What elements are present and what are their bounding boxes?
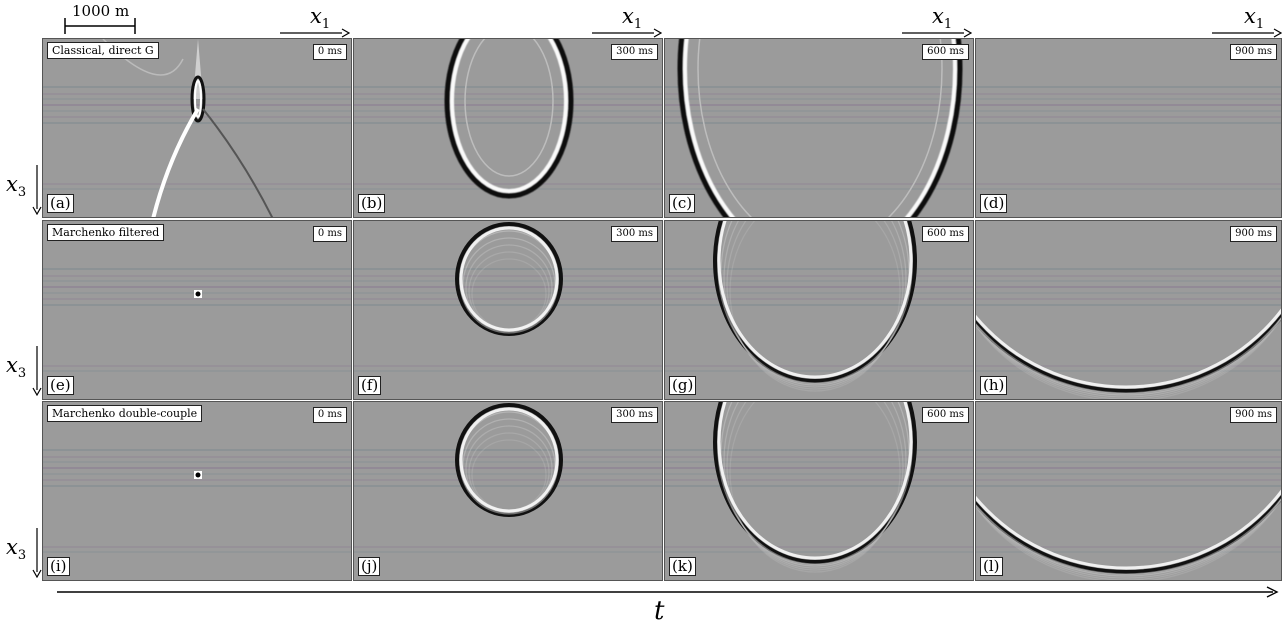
- x1-label-col4: x1: [1244, 4, 1265, 33]
- x1-label-col2: x1: [622, 4, 643, 33]
- x1-arrow-col2: [592, 28, 662, 38]
- t-axis-label: t: [654, 596, 665, 626]
- panel-a: Classical, direct G 0 ms (a): [42, 38, 352, 218]
- x3-arrow-row2: [32, 346, 42, 396]
- panel-e: Marchenko filtered 0 ms (e): [42, 220, 352, 400]
- x1-label-col1: x1: [310, 4, 331, 33]
- panel-letter: (a): [47, 194, 74, 213]
- time-label: 600 ms: [922, 44, 969, 60]
- panel-letter: (i): [47, 557, 70, 576]
- time-label: 900 ms: [1230, 226, 1277, 242]
- panel-b: 300 ms (b): [353, 38, 663, 218]
- panel-letter: (g): [669, 376, 697, 395]
- x1-arrow-col3: [902, 28, 972, 38]
- x1-label-col3: x1: [932, 4, 953, 33]
- panel-letter: (f): [358, 376, 382, 395]
- time-label: 0 ms: [312, 407, 347, 423]
- t-axis-arrow: [57, 586, 1279, 598]
- panel-letter: (b): [358, 194, 386, 213]
- x3-arrow-row1: [32, 165, 42, 215]
- scale-bar-label: 1000 m: [72, 2, 130, 20]
- x1-arrow-col1: [280, 28, 350, 38]
- x3-arrow-row3: [32, 528, 42, 578]
- x3-label-row3: x3: [6, 535, 27, 564]
- time-label: 300 ms: [611, 226, 658, 242]
- panel-j: 300 ms (j): [353, 401, 663, 581]
- panel-c: 600 ms (c): [664, 38, 974, 218]
- panel-l: 900 ms (l): [975, 401, 1282, 581]
- time-label: 0 ms: [312, 44, 347, 60]
- panel-letter: (h): [980, 376, 1008, 395]
- x3-label-row1: x3: [6, 172, 27, 201]
- method-label: Marchenko filtered: [47, 224, 165, 241]
- panel-letter: (j): [358, 557, 381, 576]
- panel-letter: (k): [669, 557, 696, 576]
- panel-k: 600 ms (k): [664, 401, 974, 581]
- time-label: 600 ms: [922, 226, 969, 242]
- panel-d: 900 ms (d): [975, 38, 1282, 218]
- time-label: 600 ms: [922, 407, 969, 423]
- time-label: 300 ms: [611, 44, 658, 60]
- method-label: Classical, direct G: [47, 42, 159, 59]
- panel-h: 900 ms (h): [975, 220, 1282, 400]
- time-label: 0 ms: [312, 226, 347, 242]
- x3-label-row2: x3: [6, 353, 27, 382]
- panel-i: Marchenko double-couple 0 ms (i): [42, 401, 352, 581]
- panel-letter: (e): [47, 376, 74, 395]
- panel-f: 300 ms (f): [353, 220, 663, 400]
- time-label: 900 ms: [1230, 407, 1277, 423]
- scale-bar-line: [64, 18, 136, 34]
- time-label: 900 ms: [1230, 44, 1277, 60]
- time-label: 300 ms: [611, 407, 658, 423]
- panel-letter: (d): [980, 194, 1008, 213]
- x1-arrow-col4: [1212, 28, 1282, 38]
- method-label: Marchenko double-couple: [47, 405, 203, 422]
- panel-g: 600 ms (g): [664, 220, 974, 400]
- panel-letter: (c): [669, 194, 696, 213]
- panel-letter: (l): [980, 557, 1003, 576]
